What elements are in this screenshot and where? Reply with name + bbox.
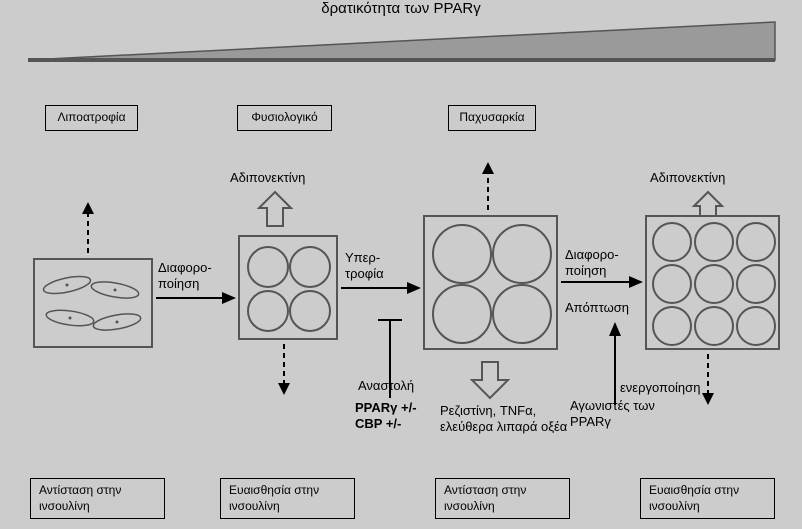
stage1-box	[33, 258, 153, 348]
stage2-box	[238, 235, 338, 340]
dash-down-2	[276, 342, 292, 397]
adipocytes-many	[647, 217, 782, 352]
label-diff2: Διαφορο- ποίηση	[565, 247, 619, 278]
gradient-wedge	[28, 22, 775, 60]
outcome-4: Ευαισθησία στην ινσουλίνη	[640, 478, 775, 519]
state-lipoatrophy: Λιποατροφία	[45, 105, 138, 131]
outcome-2: Ευαισθησία στην ινσουλίνη	[220, 478, 355, 519]
adiponectin-1: Αδιπονεκτίνη	[230, 170, 305, 186]
label-hyper: Υπερ- τροφία	[345, 250, 384, 281]
dash-up-1	[80, 200, 96, 255]
label-inhibition: Αναστολή	[358, 378, 414, 394]
outcome-3: Αντίσταση στην ινσουλίνη	[435, 478, 570, 519]
adipocytes-small	[240, 237, 340, 342]
arrow-down-hollow	[468, 358, 512, 400]
label-agonists: Αγωνιστές των PPARγ	[570, 398, 655, 429]
label-ppar-cbp: PPARγ +/- CBP +/-	[355, 400, 417, 431]
adipocytes-large	[425, 217, 560, 352]
outcome-1: Αντίσταση στην ινσουλίνη	[30, 478, 165, 519]
label-activation: ενεργοποίηση	[620, 380, 700, 396]
label-apoptosis: Απόπτωση	[565, 300, 629, 316]
dash-up-3	[480, 160, 496, 212]
preadipocytes	[35, 260, 155, 350]
label-diff1: Διαφορο- ποίηση	[158, 260, 212, 291]
stage4-box	[645, 215, 780, 350]
stage3-box	[423, 215, 558, 350]
dash-down-4	[700, 352, 716, 407]
adiponectin-2: Αδιπονεκτίνη	[650, 170, 725, 186]
state-obesity: Παχυσαρκία	[448, 105, 536, 131]
gradient-title: δρατικότητα των PPARγ	[0, 0, 802, 18]
arrow-up-hollow-1	[255, 190, 295, 230]
label-resistin: Ρεζιστίνη, TNFα, ελεύθερα λιπαρά οξέα	[440, 403, 567, 434]
state-physiological: Φυσιολογικό	[237, 105, 332, 131]
